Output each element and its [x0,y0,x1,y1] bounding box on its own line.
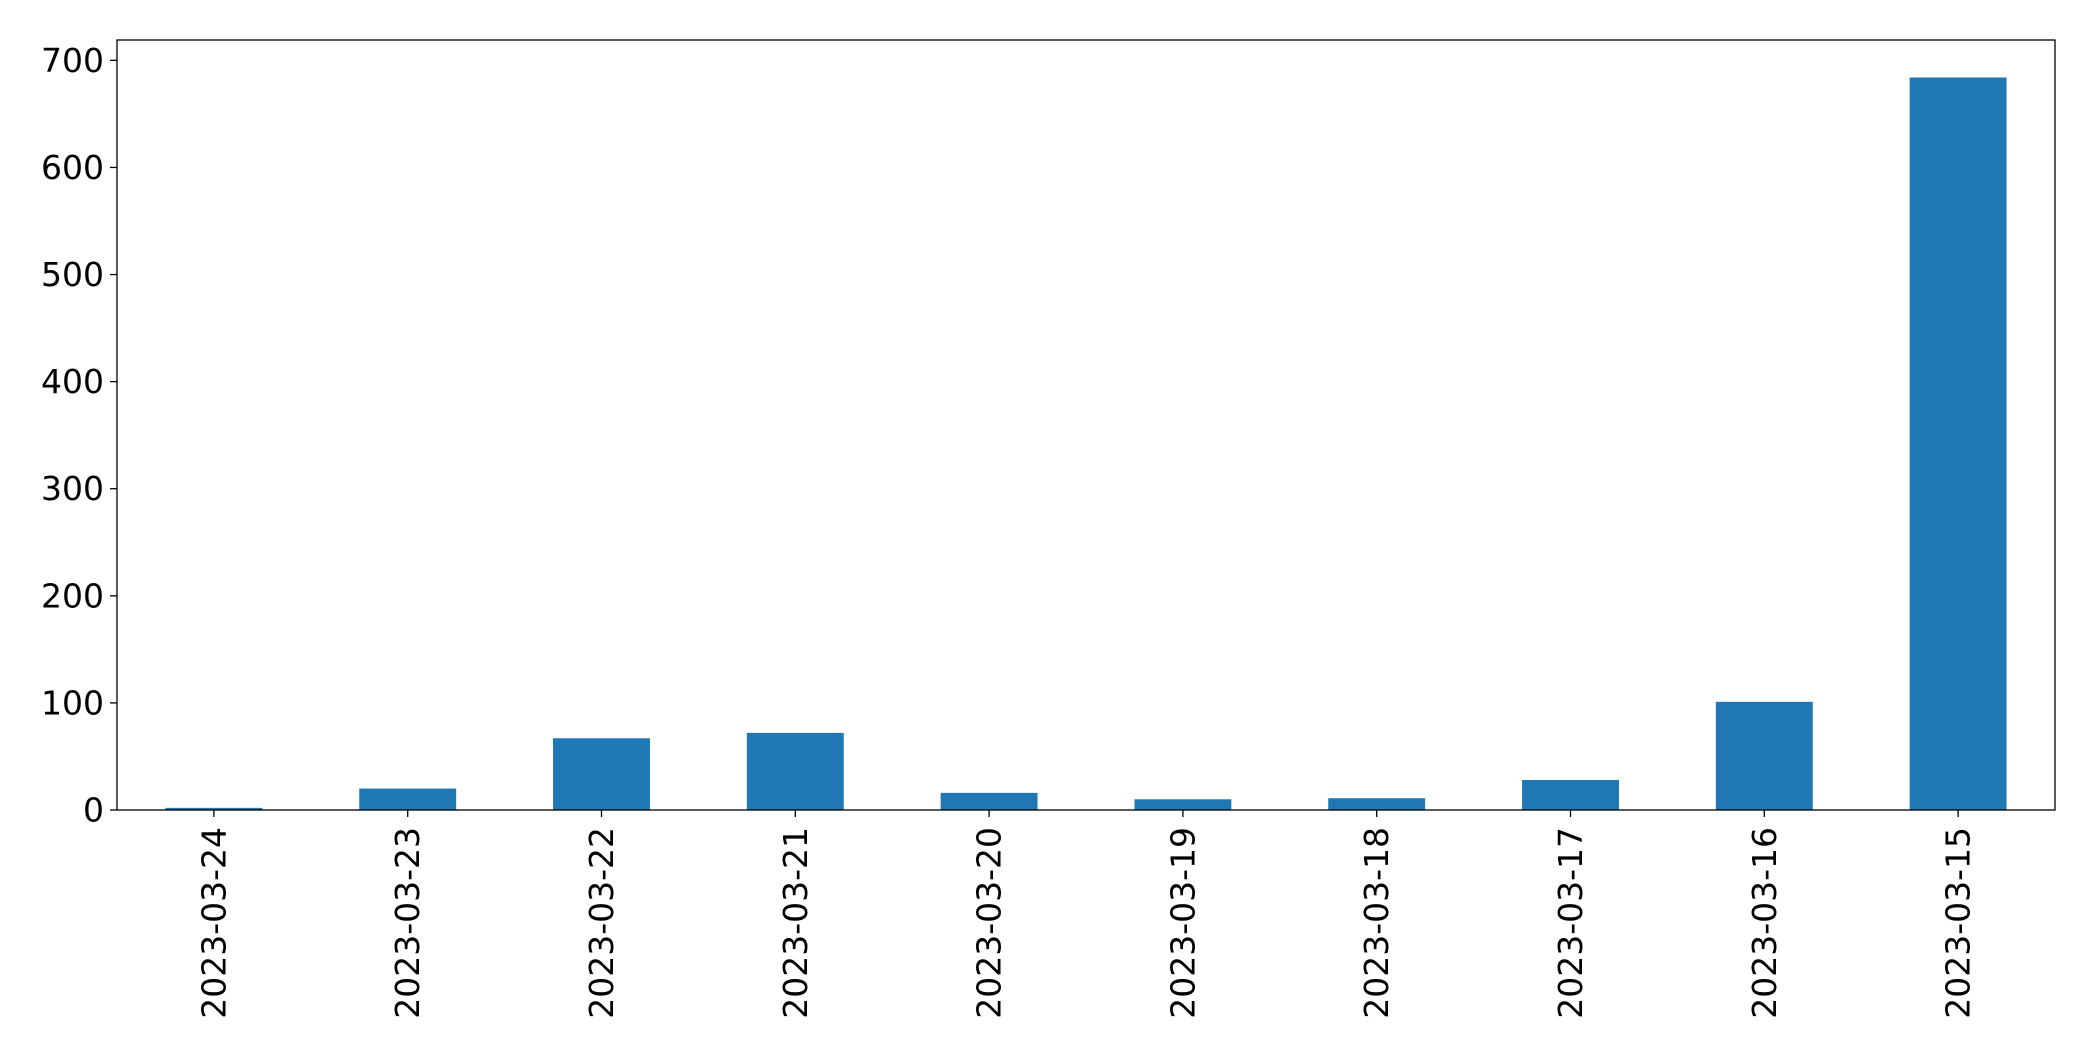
y-axis: 0 100 200 300 400 500 600 700 [41,41,117,830]
y-tick-label: 700 [41,41,104,80]
x-tick-label: 2023-03-21 [776,827,815,1019]
bar-2023-03-19 [1134,799,1232,810]
y-tick-label: 600 [41,148,104,187]
x-tick-label: 2023-03-20 [970,827,1009,1019]
bar-2023-03-23 [359,788,457,810]
y-tick-label: 0 [83,791,104,830]
bar-2023-03-17 [1522,780,1619,810]
x-tick-label: 2023-03-23 [388,827,427,1019]
bar-2023-03-18 [1328,798,1426,810]
bar-2023-03-16 [1715,701,1813,810]
bars-group [165,77,2007,811]
bar-2023-03-22 [553,738,650,810]
x-tick-label: 2023-03-22 [582,827,621,1019]
x-tick-label: 2023-03-17 [1551,827,1590,1019]
bar-2023-03-24 [165,807,263,810]
bar-2023-03-20 [940,792,1038,810]
x-tick-label: 2023-03-16 [1745,827,1784,1019]
y-tick-label: 500 [41,255,104,294]
bar-2023-03-15 [1909,77,2007,811]
bar-2023-03-21 [746,732,844,810]
y-tick-label: 100 [41,683,104,722]
plot-frame [116,39,2056,811]
x-tick-label: 2023-03-24 [194,827,233,1019]
x-tick-label: 2023-03-15 [1939,827,1978,1019]
y-tick-label: 400 [41,362,104,401]
x-axis: 2023-03-24 2023-03-23 2023-03-22 2023-03-21… [194,810,1978,1019]
y-tick-label: 300 [41,469,104,508]
x-tick-label: 2023-03-18 [1357,827,1396,1019]
y-tick-label: 200 [41,576,104,615]
x-tick-label: 2023-03-19 [1163,827,1202,1019]
